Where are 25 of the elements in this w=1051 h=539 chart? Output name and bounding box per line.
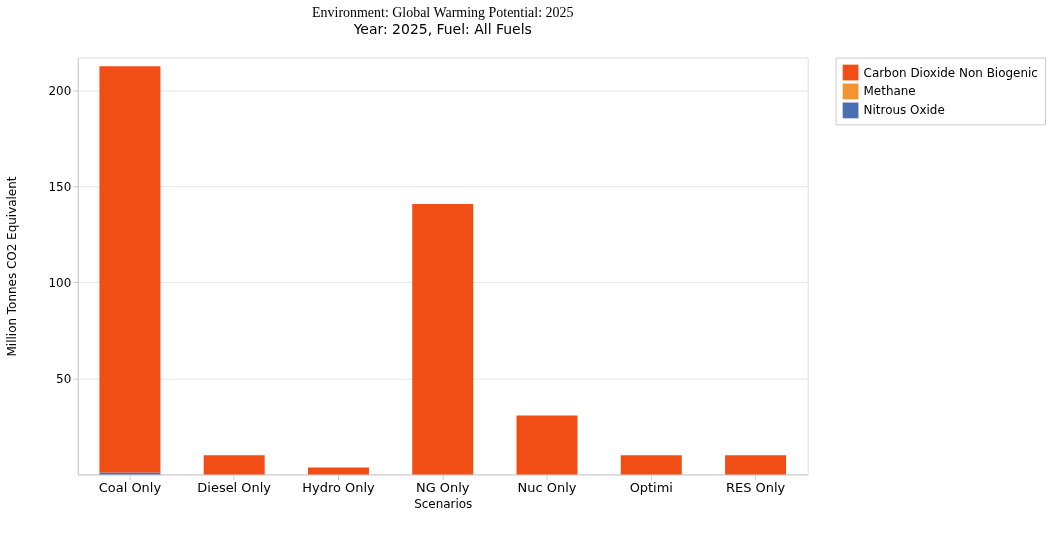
bar	[203, 455, 265, 475]
x-axis-title: Scenarios	[414, 496, 473, 511]
x-tick-label: Hydro Only	[302, 479, 375, 495]
x-tick-label: Optimi	[629, 479, 673, 495]
bar	[620, 455, 682, 475]
x-tick-label: Coal Only	[98, 479, 162, 495]
y-tick-label: 150	[48, 179, 72, 194]
y-tick-label: 100	[48, 275, 72, 290]
bar	[725, 455, 787, 475]
legend-label: Nitrous Oxide	[863, 103, 945, 118]
chart-subtitle: Year: 2025, Fuel: All Fuels	[352, 21, 532, 38]
x-tick-label: Nuc Only	[517, 479, 577, 495]
x-tick-label: Diesel Only	[197, 479, 272, 495]
x-tick-label: NG Only	[415, 479, 470, 495]
legend-label: Carbon Dioxide Non Biogenic	[863, 65, 1038, 80]
y-tick-label: 200	[48, 83, 72, 98]
x-tick-label: RES Only	[725, 479, 786, 495]
bar	[412, 203, 474, 475]
bar	[99, 66, 161, 473]
bar	[516, 415, 578, 475]
legend-label: Methane	[863, 84, 916, 99]
y-axis-title: Million Tonnes CO2 Equivalent	[4, 176, 19, 357]
y-tick-label: 50	[56, 371, 72, 386]
bar	[307, 467, 369, 475]
chart-title: Environment: Global Warming Potential: 2025	[312, 5, 574, 21]
